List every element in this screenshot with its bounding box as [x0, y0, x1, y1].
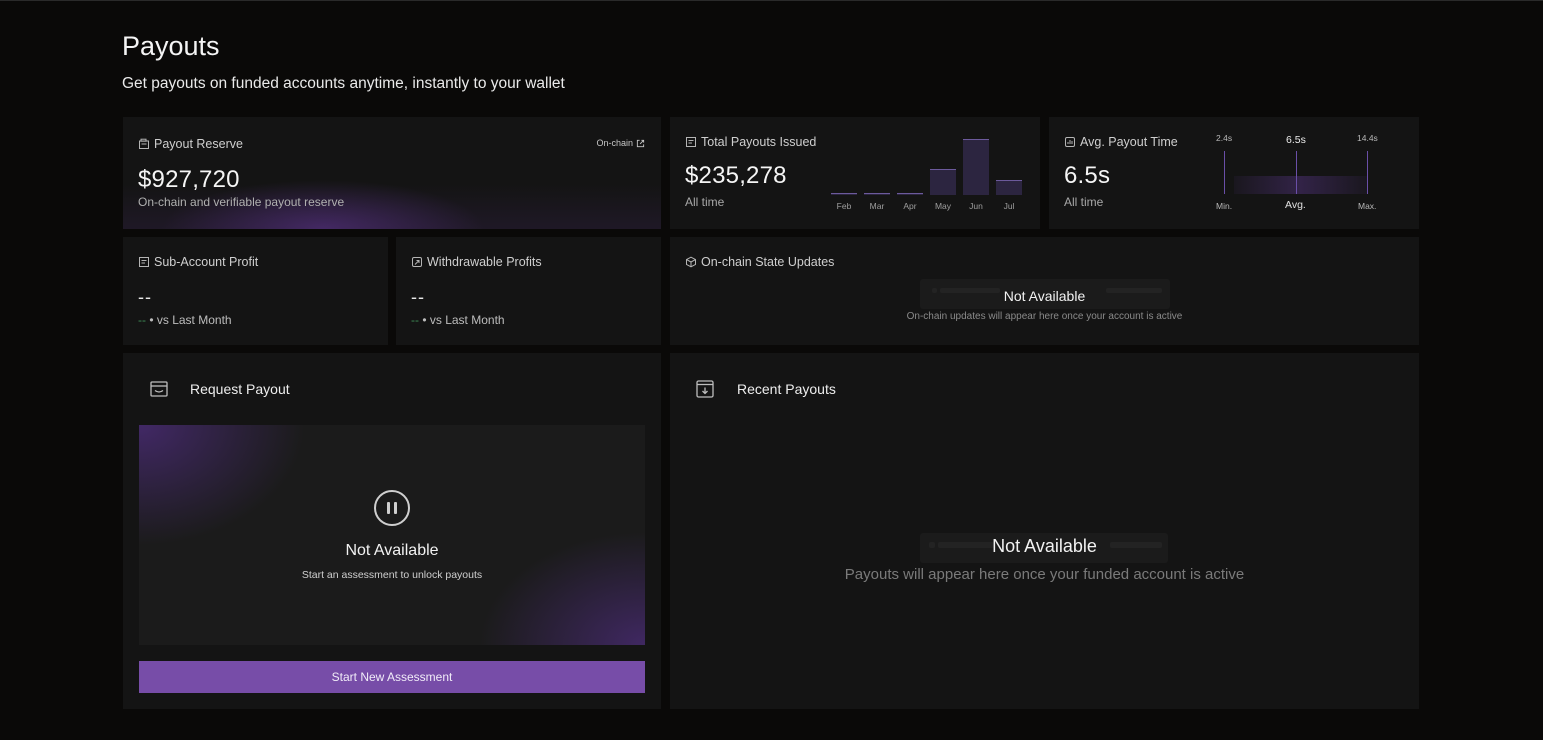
receipt-icon	[686, 137, 696, 147]
total-payouts-label: Total Payouts Issued	[701, 135, 817, 149]
avg-value: 6.5s	[1286, 134, 1306, 146]
total-payouts-caption: All time	[685, 195, 725, 209]
avg-label: Avg.	[1285, 199, 1306, 211]
chart-bar-feb	[831, 193, 857, 195]
download-receipt-icon	[696, 380, 714, 398]
payout-reserve-label: Payout Reserve	[154, 137, 243, 151]
chart-label-feb: Feb	[836, 201, 852, 211]
max-marker-line	[1367, 151, 1368, 194]
pause-icon	[374, 490, 410, 526]
onchain-state-updates-header: On-chain State Updates	[685, 255, 834, 269]
skeleton-dot	[929, 542, 935, 548]
onchain-link-label[interactable]: On-chain	[596, 138, 633, 148]
start-new-assessment-button[interactable]: Start New Assessment	[139, 661, 645, 693]
sub-account-profit-compare-label: • vs Last Month	[149, 313, 232, 327]
onchain-link[interactable]: On-chain	[596, 138, 645, 148]
chart-bar-mar	[864, 193, 890, 195]
wallet-icon	[412, 257, 422, 267]
sub-account-profit-delta: --	[138, 313, 146, 327]
max-value: 14.4s	[1357, 133, 1378, 143]
withdrawable-profits-value: --	[411, 287, 425, 307]
chart-label-jul: Jul	[1003, 201, 1015, 211]
chart-bar-jul	[996, 180, 1022, 195]
receipt-icon	[150, 381, 168, 397]
chart-bar-may	[930, 169, 956, 195]
cube-icon	[686, 256, 696, 268]
request-payout-empty-state	[139, 425, 645, 645]
onchain-updates-empty-title: Not Available	[1003, 288, 1086, 304]
external-link-icon[interactable]	[636, 139, 645, 148]
recent-payouts-empty-subtitle: Payouts will appear here once your funde…	[844, 566, 1245, 583]
skeleton-placeholder	[920, 533, 1168, 563]
chart-label-may: May	[934, 201, 952, 211]
receipt-icon	[139, 257, 149, 267]
payout-reserve-card: Payout Reserve On-chain $927,720 On-chai…	[123, 117, 661, 229]
bar-chart-icon	[1065, 137, 1075, 147]
page-title: Payouts	[122, 31, 220, 61]
recent-payouts-empty-title: Not Available	[992, 536, 1097, 556]
avg-marker-line	[1296, 151, 1297, 194]
onchain-state-updates-card: On-chain State Updates Not Available On-…	[670, 237, 1419, 345]
onchain-state-updates-label: On-chain State Updates	[701, 255, 835, 269]
avg-payout-time-header: Avg. Payout Time	[1064, 135, 1178, 149]
withdrawable-profits-compare-label: • vs Last Month	[422, 313, 505, 327]
payout-reserve-caption: On-chain and verifiable payout reserve	[138, 195, 345, 209]
max-label: Max.	[1358, 201, 1377, 211]
request-payout-title: Request Payout	[190, 381, 290, 397]
sub-account-profit-value: --	[138, 287, 152, 307]
withdrawable-profits-card: Withdrawable Profits -- -- • vs Last Mon…	[396, 237, 661, 345]
payout-reserve-value: $927,720	[138, 166, 240, 193]
skeleton-line	[940, 288, 1000, 293]
payout-time-range-band	[1234, 176, 1367, 194]
page-subtitle: Get payouts on funded accounts anytime, …	[122, 75, 565, 92]
min-label: Min.	[1216, 201, 1233, 211]
total-payouts-header: Total Payouts Issued	[685, 135, 816, 149]
request-payout-empty-subtitle: Start an assessment to unlock payouts	[301, 569, 483, 581]
total-payouts-value: $235,278	[685, 162, 787, 189]
sub-account-profit-compare: -- • vs Last Month	[138, 313, 232, 327]
sub-account-profit-header: Sub-Account Profit	[138, 255, 258, 269]
chart-label-mar: Mar	[869, 201, 885, 211]
reserve-glow	[123, 117, 661, 229]
skeleton-placeholder	[920, 279, 1170, 309]
reserve-icon	[139, 138, 149, 149]
sub-account-profit-card: Sub-Account Profit -- -- • vs Last Month	[123, 237, 388, 345]
withdrawable-profits-header: Withdrawable Profits	[411, 255, 542, 269]
chart-label-apr: Apr	[903, 201, 917, 211]
payout-reserve-header: Payout Reserve	[138, 137, 243, 151]
withdrawable-profits-delta: --	[411, 313, 419, 327]
avg-payout-time-caption: All time	[1064, 195, 1104, 209]
onchain-updates-empty-subtitle: On-chain updates will appear here once y…	[906, 311, 1183, 322]
recent-payouts-title: Recent Payouts	[737, 381, 836, 397]
avg-payout-time-value: 6.5s	[1064, 162, 1111, 189]
request-payout-empty-title: Not Available	[345, 542, 439, 559]
min-value: 2.4s	[1216, 133, 1233, 143]
skeleton-line	[1106, 288, 1162, 293]
skeleton-dot	[932, 288, 937, 293]
chart-bar-apr	[897, 193, 923, 195]
avg-payout-time-card: Avg. Payout Time 6.5s All time	[1049, 117, 1419, 229]
skeleton-line	[1110, 542, 1162, 548]
recent-payouts-panel	[670, 353, 1419, 709]
chart-label-jun: Jun	[969, 201, 983, 211]
avg-payout-time-label: Avg. Payout Time	[1080, 135, 1178, 149]
withdrawable-profits-label: Withdrawable Profits	[427, 255, 542, 269]
skeleton-line	[938, 542, 994, 548]
withdrawable-profits-compare: -- • vs Last Month	[411, 313, 505, 327]
min-marker-line	[1224, 151, 1225, 194]
chart-bar-jun	[963, 139, 989, 195]
sub-account-profit-label: Sub-Account Profit	[154, 255, 259, 269]
